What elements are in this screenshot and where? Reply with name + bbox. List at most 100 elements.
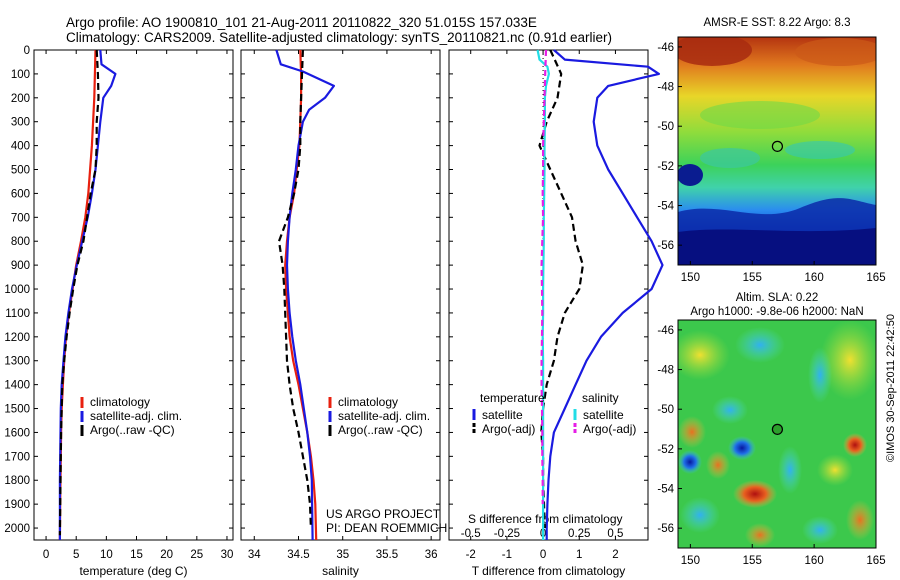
sst_map-ytick-label: -56 <box>657 240 674 252</box>
sst_map-ytick-label: -54 <box>657 201 674 213</box>
sla_map-ytick-label: -54 <box>657 484 674 496</box>
legend-entry: climatology <box>90 395 150 409</box>
depth-tick-label: 1800 <box>4 475 30 487</box>
depth-tick-label: 1000 <box>4 284 30 296</box>
depth-tick-label: 1700 <box>4 451 30 463</box>
difference-xtick-label: 1 <box>576 549 582 561</box>
depth-tick-label: 1900 <box>4 499 30 511</box>
difference-series-salinity-argo-adj <box>540 49 548 505</box>
legend-entry: Argo(-adj) <box>583 422 636 436</box>
difference-xtick-label: 2 <box>612 549 618 561</box>
depth-tick-label: 600 <box>11 188 30 200</box>
depth-tick-label: 400 <box>11 141 30 153</box>
difference-series-salinity-satellite <box>536 49 551 540</box>
temperature-xtick-label: 25 <box>190 549 203 561</box>
legend-entry: satellite-adj. clim. <box>90 409 182 423</box>
depth-tick-label: 200 <box>11 93 30 105</box>
sst_map-xtick-label: 155 <box>743 272 762 284</box>
depth-tick-label: 1200 <box>4 332 30 344</box>
sla_map-xtick-label: 165 <box>866 555 885 567</box>
legend-entry: satellite-adj. clim. <box>338 409 430 423</box>
difference-series-temperature-argo-adj <box>538 49 585 529</box>
depth-tick-label: 900 <box>11 260 30 272</box>
sla_map-xtick-label: 150 <box>681 555 700 567</box>
difference-xlabel: T difference from climatology <box>472 564 626 578</box>
temperature-xtick-label: 10 <box>100 549 113 561</box>
secondary-xtick-label: 0.5 <box>607 528 623 540</box>
secondary-xtick-label: -0.25 <box>494 528 520 540</box>
temperature-xtick-label: 30 <box>221 549 234 561</box>
salinity-xtick-label: 35 <box>336 549 349 561</box>
difference-xtick-label: 0 <box>540 549 546 561</box>
legend-entry: Argo(..raw -QC) <box>338 423 423 437</box>
salinity-frame <box>240 49 441 541</box>
sst_map-ytick-label: -48 <box>657 82 674 94</box>
depth-tick-label: 1500 <box>4 404 30 416</box>
sst_map-xtick-label: 150 <box>681 272 700 284</box>
sst_map-ytick-label: -52 <box>657 161 674 173</box>
sla_map-frame <box>677 319 877 549</box>
legend-heading-salinity: salinity <box>582 391 619 405</box>
project-annotation: US ARGO PROJECT <box>326 507 441 521</box>
sla-map-title: Altim. SLA: 0.22 <box>736 292 818 304</box>
temperature-xtick-label: 20 <box>160 549 173 561</box>
secondary-xtick-label: -0.5 <box>461 528 481 540</box>
figure-title-line2: Climatology: CARS2009. Satellite-adjuste… <box>66 30 613 45</box>
depth-tick-label: 1400 <box>4 380 30 392</box>
copyright-side-label: ©IMOS 30-Sep-2011 22:42:50 <box>885 314 897 462</box>
difference-series-temperature-satellite <box>545 49 664 540</box>
difference-xtick-label: -2 <box>466 549 476 561</box>
depth-tick-label: 500 <box>11 165 30 177</box>
difference-xtick-label: -1 <box>502 549 512 561</box>
sst_map-xtick-label: 165 <box>866 272 885 284</box>
sst_map-ytick-label: -50 <box>657 121 674 133</box>
sla_map-ytick-label: -50 <box>657 404 674 416</box>
argo-float-marker <box>771 140 784 152</box>
sst_map-ytick-label: -46 <box>657 42 674 54</box>
depth-tick-label: 700 <box>11 212 30 224</box>
sla_map-ytick-label: -46 <box>657 325 674 337</box>
temperature-series-satellite-adj-clim <box>58 49 117 540</box>
sst_map-frame <box>677 36 877 266</box>
depth-tick-label: 1600 <box>4 427 30 439</box>
sla_map-xtick-label: 160 <box>805 555 824 567</box>
salinity-xlabel: salinity <box>322 564 359 578</box>
pi-annotation: PI: DEAN ROEMMICH <box>326 521 447 535</box>
sla_map-ytick-label: -48 <box>657 365 674 377</box>
temperature-xtick-label: 5 <box>73 549 79 561</box>
salinity-series-satellite-adj-clim <box>275 49 335 541</box>
depth-tick-label: 800 <box>11 236 30 248</box>
depth-tick-label: 2000 <box>4 523 30 535</box>
legend-entry: Argo(-adj) <box>482 422 535 436</box>
legend-entry: Argo(..raw -QC) <box>90 423 175 437</box>
secondary-xtick-label: 0.25 <box>568 528 590 540</box>
sst-map-title: AMSR-E SST: 8.22 Argo: 8.3 <box>703 17 850 29</box>
salinity-xtick-label: 36 <box>425 549 438 561</box>
depth-tick-label: 100 <box>11 69 30 81</box>
sla_map-xtick-label: 155 <box>743 555 762 567</box>
salinity-series-argo-raw-qc <box>277 49 312 529</box>
depth-tick-label: 1100 <box>5 308 30 320</box>
depth-tick-label: 300 <box>11 117 30 129</box>
temperature-xtick-label: 0 <box>43 549 49 561</box>
temperature-frame <box>33 49 234 541</box>
sst_map-xtick-label: 160 <box>805 272 824 284</box>
sla_map-ytick-label: -52 <box>657 444 674 456</box>
legend-entry: satellite <box>583 408 624 422</box>
temperature-xlabel: temperature (deg C) <box>79 564 187 578</box>
legend-entry: climatology <box>338 395 398 409</box>
argo-float-marker <box>771 423 784 435</box>
depth-tick-label: 1300 <box>4 356 30 368</box>
difference-frame <box>448 49 649 541</box>
salinity-xtick-label: 34 <box>248 549 261 561</box>
temperature-series-climatology <box>58 49 97 541</box>
legend-entry: satellite <box>482 408 523 422</box>
sst-map-image <box>678 37 876 265</box>
salinity-xtick-label: 35.5 <box>376 549 398 561</box>
salinity-xtick-label: 34.5 <box>287 549 309 561</box>
legend-heading-temperature: temperature <box>480 391 545 405</box>
temperature-xtick-label: 15 <box>130 549 143 561</box>
depth-tick-label: 0 <box>24 45 30 57</box>
